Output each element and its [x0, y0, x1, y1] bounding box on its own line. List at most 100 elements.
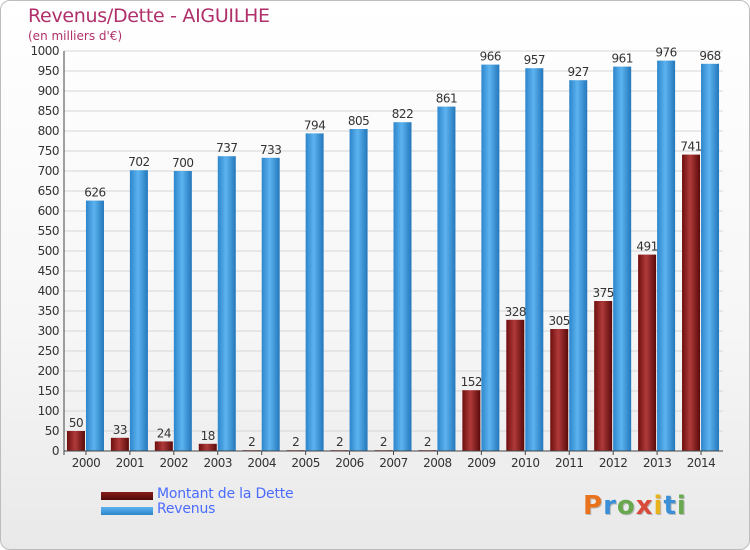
- x-tick-label: 2010: [511, 456, 540, 470]
- data-label-dette-2000: 50: [69, 416, 83, 430]
- data-label-revenus-2002: 700: [172, 156, 193, 170]
- data-label-dette-2010: 328: [505, 305, 526, 319]
- logo-letter: r: [603, 491, 617, 521]
- bar-chart: 50 626 33 702 24 700 18 737 2 733 2 794 2 805 2 822 2 861…: [30, 44, 723, 470]
- logo-letter: P: [583, 491, 604, 521]
- y-tick-label: 50: [45, 424, 59, 438]
- y-tick-label: 850: [38, 104, 59, 118]
- data-label-dette-2012: 375: [592, 286, 613, 300]
- data-label-revenus-2014: 968: [699, 49, 720, 63]
- bar-revenus-2004: [261, 157, 280, 452]
- legend-swatch-revenus: [101, 507, 153, 515]
- data-label-revenus-2011: 927: [568, 65, 589, 79]
- x-tick-label: 2012: [599, 456, 628, 470]
- data-label-revenus-2000: 626: [84, 186, 105, 200]
- data-label-dette-2001: 33: [113, 423, 127, 437]
- legend-label-dette: Montant de la Dette: [157, 486, 294, 502]
- data-label-revenus-2009: 966: [480, 50, 501, 64]
- x-tick-label: 2014: [687, 456, 716, 470]
- x-tick-label: 2005: [291, 456, 320, 470]
- legend-swatch-dette: [101, 492, 153, 500]
- data-label-dette-2003: 18: [201, 429, 215, 443]
- bar-revenus-2002: [173, 171, 192, 451]
- y-tick-label: 300: [38, 324, 59, 338]
- y-tick-label: 800: [38, 124, 59, 138]
- legend-label-revenus: Revenus: [157, 501, 216, 517]
- data-label-dette-2013: 491: [636, 240, 657, 254]
- y-tick-label: 500: [38, 244, 59, 258]
- logo-letter: t: [663, 491, 677, 521]
- data-label-revenus-2013: 976: [655, 46, 676, 60]
- logo-letter: i: [653, 491, 664, 521]
- y-tick-label: 1000: [30, 44, 59, 58]
- x-tick-label: 2013: [643, 456, 672, 470]
- data-label-dette-2004: 2: [248, 435, 255, 449]
- x-tick-label: 2007: [379, 456, 408, 470]
- data-label-revenus-2006: 805: [348, 114, 369, 128]
- bar-revenus-2013: [657, 60, 676, 451]
- bar-revenus-2001: [129, 170, 148, 451]
- x-tick-label: 2004: [247, 456, 276, 470]
- bar-revenus-2007: [393, 122, 412, 451]
- data-label-dette-2014: 741: [680, 140, 701, 154]
- bar-dette-2001: [110, 437, 129, 451]
- y-tick-label: 900: [38, 84, 59, 98]
- logo-letter: x: [635, 491, 654, 521]
- bar-dette-2014: [682, 154, 701, 451]
- y-tick-label: 700: [38, 164, 59, 178]
- data-label-revenus-2007: 822: [392, 107, 413, 121]
- x-tick-label: 2000: [72, 456, 101, 470]
- bar-revenus-2009: [481, 64, 500, 451]
- data-label-revenus-2003: 737: [216, 141, 237, 155]
- data-label-dette-2008: 2: [424, 435, 431, 449]
- data-label-revenus-2012: 961: [611, 52, 632, 66]
- bar-revenus-2008: [437, 106, 456, 451]
- x-tick-label: 2009: [467, 456, 496, 470]
- y-tick-label: 100: [38, 404, 59, 418]
- x-tick-label: 2006: [335, 456, 364, 470]
- bar-revenus-2000: [85, 200, 104, 451]
- y-tick-label: 350: [38, 304, 59, 318]
- bar-revenus-2014: [701, 63, 720, 452]
- data-label-dette-2009: 152: [461, 375, 482, 389]
- data-label-dette-2007: 2: [380, 435, 387, 449]
- bar-revenus-2005: [305, 133, 324, 451]
- y-tick-label: 600: [38, 204, 59, 218]
- data-label-revenus-2008: 861: [436, 92, 457, 106]
- data-label-dette-2002: 24: [157, 426, 171, 440]
- bar-dette-2010: [506, 319, 525, 451]
- bar-revenus-2006: [349, 129, 368, 451]
- data-label-revenus-2005: 794: [304, 118, 325, 132]
- bar-dette-2011: [550, 329, 569, 451]
- x-tick-label: 2002: [160, 456, 189, 470]
- bar-revenus-2003: [217, 156, 236, 451]
- bar-revenus-2011: [569, 80, 588, 451]
- unit-label: (en milliers d'€): [28, 29, 123, 43]
- y-tick-label: 400: [38, 284, 59, 298]
- bar-dette-2012: [594, 301, 613, 451]
- logo-letter: i: [676, 491, 687, 521]
- bar-dette-2003: [198, 443, 217, 451]
- bar-dette-2002: [154, 441, 173, 451]
- bar-dette-2013: [638, 254, 657, 451]
- logo-letter: o: [616, 491, 636, 521]
- data-label-dette-2011: 305: [549, 314, 570, 328]
- y-tick-label: 200: [38, 364, 59, 378]
- chart-title: Revenus/Dette - AIGUILHE: [28, 5, 270, 27]
- y-tick-label: 650: [38, 184, 59, 198]
- y-tick-label: 150: [38, 384, 59, 398]
- x-tick-label: 2001: [116, 456, 145, 470]
- bar-revenus-2010: [525, 68, 544, 451]
- data-label-revenus-2004: 733: [260, 143, 281, 157]
- y-tick-label: 0: [52, 444, 59, 458]
- y-tick-label: 250: [38, 344, 59, 358]
- x-tick-label: 2008: [423, 456, 452, 470]
- data-label-dette-2006: 2: [336, 435, 343, 449]
- bar-revenus-2012: [613, 66, 632, 451]
- data-label-revenus-2010: 957: [524, 53, 545, 67]
- data-label-revenus-2001: 702: [128, 155, 149, 169]
- y-tick-label: 750: [38, 144, 59, 158]
- y-tick-label: 450: [38, 264, 59, 278]
- data-label-dette-2005: 2: [292, 435, 299, 449]
